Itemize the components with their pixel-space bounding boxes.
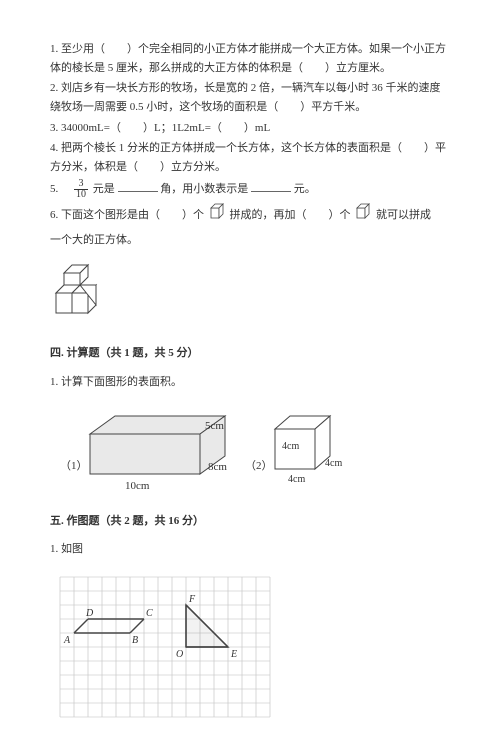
q5-text-c: 元。 xyxy=(294,183,316,195)
svg-text:B: B xyxy=(132,635,138,646)
cuboid-length-label: 10cm xyxy=(125,480,150,492)
fraction-denominator: 10 xyxy=(74,190,88,200)
q6-text-a: 6. 下面这个图形是由（ ）个 xyxy=(50,209,204,221)
q5-text-a: 元是 xyxy=(93,183,115,195)
small-cube-icon xyxy=(353,202,373,229)
q5-prefix: 5. xyxy=(50,183,69,195)
question-1: 1. 至少用（ ）个完全相同的小正方体才能拼成一个大正方体。如果一个小正方体的棱… xyxy=(50,40,450,77)
blank-input[interactable] xyxy=(251,179,291,192)
question-3: 3. 34000mL=（ ）L；1L2mL=（ ）mL xyxy=(50,119,450,138)
section-5-heading: 五. 作图题（共 2 题，共 16 分） xyxy=(50,512,450,531)
question-6-line2: 一个大的正方体。 xyxy=(50,231,450,250)
section-4-heading: 四. 计算题（共 1 题，共 5 分） xyxy=(50,344,450,363)
small-cube-icon xyxy=(207,202,227,229)
svg-text:O: O xyxy=(176,649,183,660)
q6-text-c: 就可以拼成 xyxy=(376,209,431,221)
svg-text:C: C xyxy=(146,608,153,619)
svg-text:D: D xyxy=(85,608,94,619)
question-6: 6. 下面这个图形是由（ ）个 拼成的，再加（ ）个 就可以拼成 xyxy=(50,202,450,229)
q5-text-b: 角，用小数表示是 xyxy=(160,183,248,195)
fig1-number-label: （1） xyxy=(60,459,88,472)
cube-side1-label: 4cm xyxy=(282,441,299,452)
section-5-q1: 1. 如图 xyxy=(50,540,450,559)
cuboid-height-label: 5cm xyxy=(205,420,224,432)
solids-figure: 5cm 8cm 10cm （1） 4cm 4cm 4cm （2） xyxy=(50,404,450,494)
cube-side3-label: 4cm xyxy=(288,474,305,485)
question-2: 2. 刘店乡有一块长方形的牧场，长是宽的 2 倍，一辆汽车以每小时 36 千米的… xyxy=(50,79,450,116)
svg-text:E: E xyxy=(230,649,237,660)
question-5: 5. 3 10 元是 角，用小数表示是 元。 xyxy=(50,179,450,200)
fraction-icon: 3 10 xyxy=(74,179,88,200)
grid-figure: D C A B F O E xyxy=(50,567,450,734)
stacked-cubes-figure xyxy=(50,261,450,326)
question-4: 4. 把两个棱长 1 分米的正方体拼成一个长方体，这个长方体的表面积是（ ）平方… xyxy=(50,139,450,176)
q6-text-b: 拼成的，再加（ ）个 xyxy=(230,209,351,221)
section-4-q1: 1. 计算下面图形的表面积。 xyxy=(50,373,450,392)
blank-input[interactable] xyxy=(118,179,158,192)
fig2-number-label: （2） xyxy=(245,459,273,472)
svg-text:A: A xyxy=(63,635,71,646)
cube-side2-label: 4cm xyxy=(325,458,342,469)
svg-text:F: F xyxy=(188,594,196,605)
cuboid-width-label: 8cm xyxy=(208,461,227,473)
